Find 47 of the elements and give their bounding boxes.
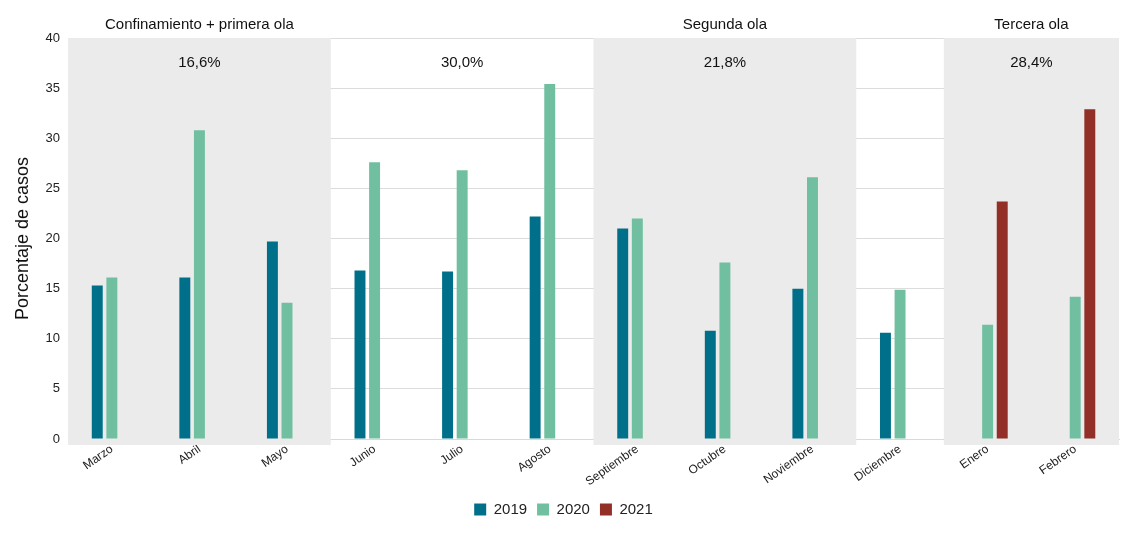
y-tick-label: 25 — [45, 179, 61, 195]
y-tick-label: 5 — [52, 380, 61, 396]
bar — [879, 332, 891, 439]
bar — [982, 324, 994, 439]
y-tick-label: 15 — [45, 280, 61, 296]
bar — [442, 271, 454, 439]
bar — [456, 170, 468, 439]
bar — [719, 262, 731, 439]
bar — [354, 270, 366, 439]
bar — [631, 218, 643, 439]
band-label: Segunda ola — [682, 14, 768, 32]
bar — [91, 285, 103, 439]
y-tick-label: 20 — [45, 230, 61, 246]
bar — [792, 288, 804, 439]
bar — [1069, 296, 1081, 439]
y-tick-label: 0 — [52, 430, 61, 446]
bar — [369, 162, 381, 439]
bar — [179, 277, 191, 439]
bar — [529, 216, 541, 439]
x-tick-label: Julio — [437, 441, 467, 468]
annotation: 30,0% — [440, 53, 484, 71]
legend-label: 2021 — [619, 499, 653, 517]
x-tick-label: Abril — [175, 441, 204, 467]
x-tick-label: Junio — [346, 441, 379, 470]
legend-label: 2020 — [556, 499, 590, 517]
annotation: 28,4% — [1010, 53, 1053, 71]
bar — [617, 228, 629, 439]
y-tick-label: 40 — [45, 29, 61, 45]
bar — [193, 130, 205, 439]
y-tick-label: 30 — [45, 129, 61, 145]
annotation: 16,6% — [178, 53, 221, 71]
annotation: 21,8% — [703, 53, 747, 71]
y-tick-label: 35 — [45, 79, 61, 95]
bar — [106, 277, 118, 439]
bar — [704, 330, 716, 439]
bar — [544, 84, 556, 439]
bar — [807, 177, 818, 439]
legend-label: 2019 — [493, 499, 528, 517]
band-label: Confinamiento + primera ola — [105, 14, 295, 32]
y-axis-title: Porcentaje de casos — [11, 156, 32, 321]
bar — [1084, 109, 1096, 439]
bar — [281, 302, 293, 439]
bar — [266, 241, 278, 439]
bar — [894, 289, 906, 439]
y-tick-label: 10 — [45, 330, 61, 346]
band-label: Tercera ola — [994, 14, 1070, 32]
bar — [996, 201, 1008, 439]
